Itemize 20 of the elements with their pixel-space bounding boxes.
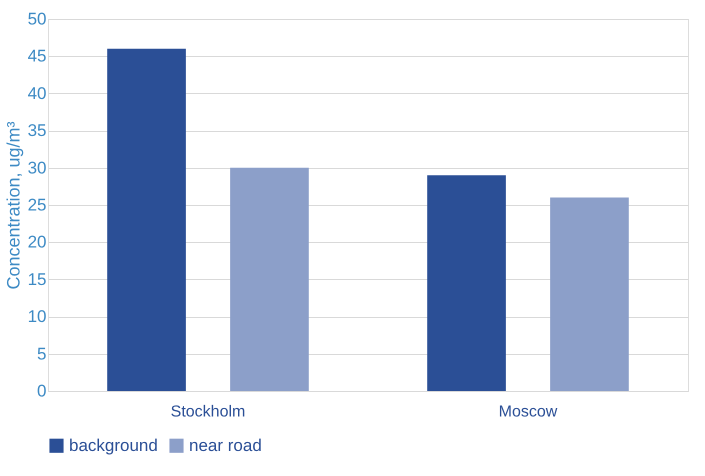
x-tick-label: Moscow xyxy=(498,404,558,420)
y-tick-label: 15 xyxy=(28,270,46,289)
x-tick-label: Stockholm xyxy=(170,404,246,420)
y-tick-label: 0 xyxy=(37,382,46,400)
y-tick-label: 30 xyxy=(28,158,46,178)
y-tick-label: 20 xyxy=(28,232,46,252)
y-tick-label: 45 xyxy=(28,46,46,66)
y-tick-label: 10 xyxy=(28,307,46,326)
bar xyxy=(230,168,309,391)
y-tick-label: 40 xyxy=(28,84,46,103)
bar xyxy=(107,48,186,391)
legend-label: near road xyxy=(189,436,262,455)
y-axis-title: Concentration, ug/m³ xyxy=(4,121,24,290)
y-tick-label: 35 xyxy=(28,121,46,140)
y-tick-label: 50 xyxy=(28,10,46,28)
bar xyxy=(427,175,506,391)
y-tick-label: 5 xyxy=(37,344,46,364)
y-tick-label: 25 xyxy=(28,196,46,214)
legend-label: background xyxy=(69,436,158,455)
bar xyxy=(550,198,629,391)
